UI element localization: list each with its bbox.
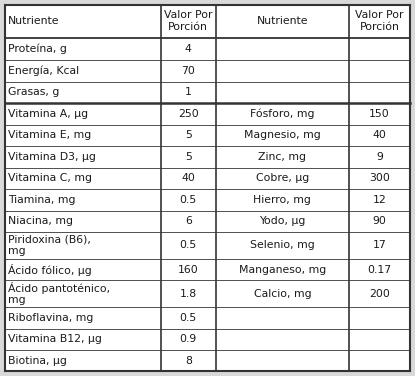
Text: Yodo, μg: Yodo, μg [259, 216, 305, 226]
Text: 40: 40 [373, 130, 387, 141]
Text: Valor Por
Porción: Valor Por Porción [164, 10, 212, 32]
Text: Nutriente: Nutriente [257, 16, 308, 26]
Text: 6: 6 [185, 216, 192, 226]
Text: 250: 250 [178, 109, 199, 119]
Text: Manganeso, mg: Manganeso, mg [239, 265, 326, 274]
Text: 8: 8 [185, 356, 192, 366]
Text: 4: 4 [185, 44, 192, 54]
Text: Ácido fólico, μg: Ácido fólico, μg [8, 264, 92, 276]
Text: Fósforo, mg: Fósforo, mg [250, 109, 315, 119]
Text: Vitamina E, mg: Vitamina E, mg [8, 130, 92, 141]
Text: 90: 90 [373, 216, 387, 226]
Text: Ácido pantoténico,: Ácido pantoténico, [8, 282, 110, 294]
Text: 17: 17 [373, 240, 386, 250]
Text: mg: mg [8, 295, 26, 305]
Text: Proteína, g: Proteína, g [8, 44, 67, 54]
Text: Cobre, μg: Cobre, μg [256, 173, 309, 183]
Text: Hierro, mg: Hierro, mg [254, 195, 311, 205]
Text: 0.9: 0.9 [180, 334, 197, 344]
Text: Energía, Kcal: Energía, Kcal [8, 65, 79, 76]
Text: Calcio, mg: Calcio, mg [254, 289, 311, 299]
Text: 150: 150 [369, 109, 390, 119]
Text: mg: mg [8, 246, 26, 256]
Text: 0.17: 0.17 [368, 265, 392, 274]
Text: 300: 300 [369, 173, 390, 183]
Text: 5: 5 [185, 130, 192, 141]
Text: 200: 200 [369, 289, 390, 299]
Text: 160: 160 [178, 265, 199, 274]
Text: 40: 40 [181, 173, 195, 183]
Text: Magnesio, mg: Magnesio, mg [244, 130, 321, 141]
Text: Biotina, μg: Biotina, μg [8, 356, 67, 366]
Text: Vitamina A, μg: Vitamina A, μg [8, 109, 88, 119]
Text: 9: 9 [376, 152, 383, 162]
Text: Riboflavina, mg: Riboflavina, mg [8, 313, 94, 323]
Text: 0.5: 0.5 [180, 195, 197, 205]
Text: 70: 70 [181, 66, 195, 76]
Text: 12: 12 [373, 195, 386, 205]
Text: 0.5: 0.5 [180, 240, 197, 250]
Text: Nutriente: Nutriente [8, 16, 60, 26]
Text: Vitamina D3, μg: Vitamina D3, μg [8, 152, 96, 162]
Text: Piridoxina (B6),: Piridoxina (B6), [8, 235, 91, 244]
Text: Vitamina B12, μg: Vitamina B12, μg [8, 334, 102, 344]
Text: Niacina, mg: Niacina, mg [8, 216, 73, 226]
Text: Selenio, mg: Selenio, mg [250, 240, 315, 250]
Text: 1: 1 [185, 88, 192, 97]
Text: 0.5: 0.5 [180, 313, 197, 323]
Text: 1.8: 1.8 [180, 289, 197, 299]
Text: 5: 5 [185, 152, 192, 162]
Text: Tiamina, mg: Tiamina, mg [8, 195, 76, 205]
Text: Grasas, g: Grasas, g [8, 88, 60, 97]
Text: Zinc, mg: Zinc, mg [259, 152, 306, 162]
Text: Valor Por
Porción: Valor Por Porción [355, 10, 404, 32]
Text: Vitamina C, mg: Vitamina C, mg [8, 173, 92, 183]
